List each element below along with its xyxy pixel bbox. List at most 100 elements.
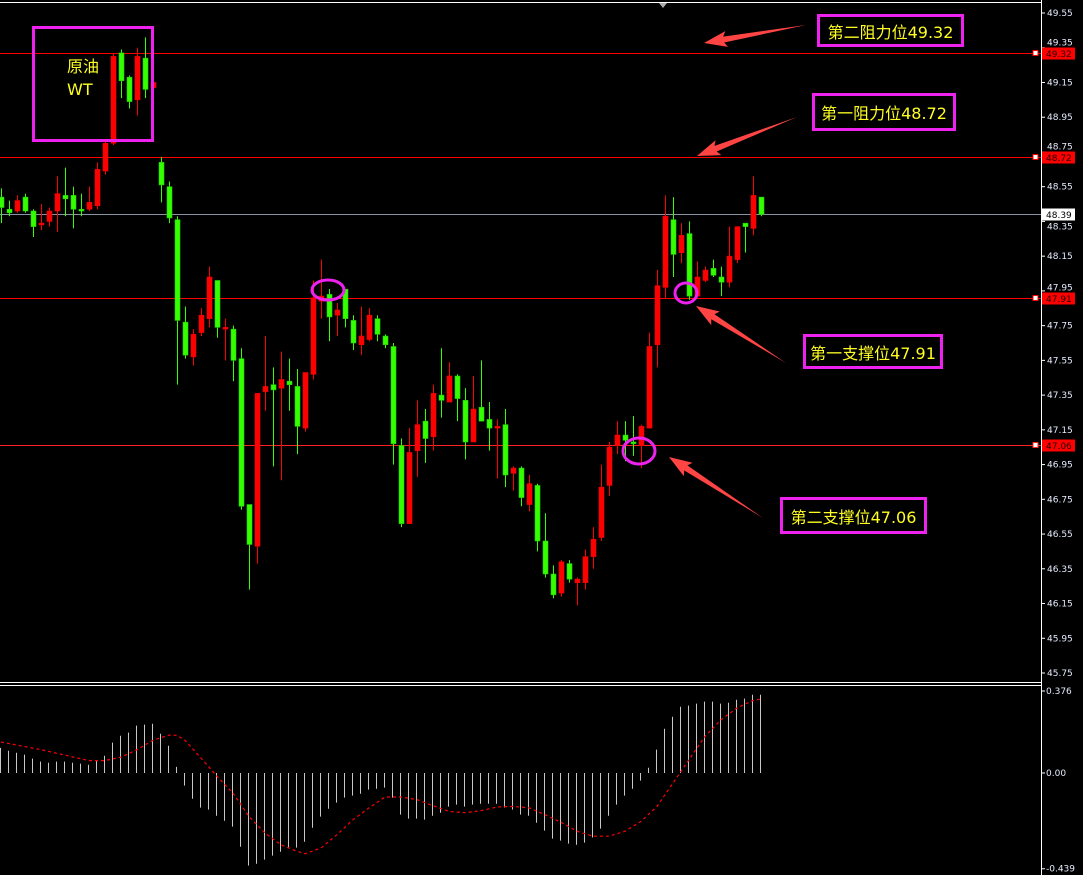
level-handle	[1032, 295, 1039, 301]
candle-body	[662, 215, 669, 288]
candle-up	[678, 223, 685, 264]
candle-up	[102, 141, 109, 175]
candle-body	[534, 485, 541, 542]
candle-body	[342, 288, 349, 319]
candle-down	[166, 181, 173, 224]
candle-up	[638, 424, 645, 469]
candle-body	[678, 235, 685, 253]
annotation-marks	[310, 278, 699, 466]
macd-pane: 0.376 0.00 -0.439	[0, 687, 1075, 875]
candle-body	[742, 222, 749, 227]
candle-up	[206, 266, 213, 328]
support2-touch-circle	[621, 436, 657, 466]
candle-body	[646, 346, 653, 429]
candle-body	[174, 219, 181, 321]
candle-body	[638, 426, 645, 446]
candle-down	[246, 504, 253, 590]
candle-up	[46, 207, 53, 227]
candle-body	[254, 393, 261, 547]
candle-down	[518, 466, 525, 507]
candle-up	[334, 303, 341, 337]
candle-down	[118, 49, 125, 99]
resistance1-arrow-icon	[697, 117, 797, 156]
candle-body	[614, 434, 621, 446]
candle-body	[518, 467, 525, 498]
support2-text: 第二支撑位47.06	[790, 507, 917, 527]
candle-up	[726, 226, 733, 288]
candle-body	[350, 320, 357, 344]
level-tag	[1042, 151, 1075, 164]
candle-body	[62, 195, 69, 200]
candle-down	[630, 415, 637, 456]
candle-body	[582, 556, 589, 583]
candle-up	[254, 393, 261, 564]
candle-up	[14, 195, 21, 213]
candle-body	[758, 196, 765, 215]
candle-up	[38, 204, 45, 231]
candle-down	[454, 374, 461, 422]
candle-down	[390, 343, 397, 465]
support2-arrow-icon	[669, 457, 763, 518]
candle-down	[718, 266, 725, 297]
candle-body	[126, 76, 133, 102]
candle-body	[110, 56, 117, 144]
candle-down	[462, 388, 469, 460]
price-tick-label: 48.15	[1047, 252, 1073, 262]
candle-body	[686, 233, 693, 297]
candle-down	[422, 409, 429, 463]
price-tick-label: 47.35	[1047, 391, 1073, 401]
candle-body	[134, 56, 141, 101]
candle-down	[374, 315, 381, 342]
resistance2-arrow-icon	[704, 25, 806, 47]
macd-signal-line	[0, 698, 762, 855]
candle-up	[310, 280, 317, 380]
candle-body	[102, 142, 109, 172]
level-handle	[1032, 442, 1039, 448]
candle-down	[70, 186, 77, 229]
candle-body	[462, 400, 469, 443]
support1-touch-circle	[673, 281, 699, 305]
candle-down	[238, 348, 245, 510]
candle-body	[510, 467, 517, 474]
candle-body	[262, 386, 269, 392]
price-tick-label: 49.55	[1047, 9, 1073, 19]
candle-up	[526, 475, 533, 512]
candle-down	[126, 75, 133, 109]
candle-down	[382, 334, 389, 349]
candle-up	[414, 400, 421, 477]
candle-body	[670, 219, 677, 255]
candle-body	[38, 222, 45, 226]
current-price-tag	[1042, 208, 1075, 221]
candle-body	[382, 335, 389, 346]
candle-down	[230, 325, 237, 382]
price-tick-label: 49.15	[1047, 78, 1073, 88]
candle-down	[438, 348, 445, 418]
candle-down	[534, 483, 541, 552]
price-axis: 49.55 49.35 49.15 48.95 48.75 48.55 48.35 48.15…	[1041, 9, 1075, 679]
price-tick-label: 48.75	[1047, 143, 1073, 153]
candle-body	[270, 384, 277, 391]
candle-up	[654, 270, 661, 368]
level-handle	[1032, 50, 1039, 56]
candle-up	[646, 332, 653, 429]
candle-down	[214, 280, 221, 338]
candle-body	[158, 162, 165, 186]
shift-marker-icon[interactable]	[659, 3, 667, 8]
candle-up	[430, 384, 437, 451]
candle-up	[598, 464, 605, 541]
level-handle	[1032, 154, 1039, 160]
candle-down	[294, 369, 301, 455]
candle-body	[630, 441, 637, 445]
support2-label: 第二支撑位47.06	[780, 497, 927, 534]
candle-body	[526, 483, 533, 505]
candle-down	[286, 358, 293, 411]
candle-body	[622, 434, 629, 441]
resistance2-label: 第二阻力位49.32	[817, 14, 964, 47]
candle-body	[142, 57, 149, 90]
candle-body	[0, 196, 5, 208]
candle-body	[94, 169, 101, 207]
candle-body	[30, 210, 37, 227]
candle-body	[86, 202, 93, 210]
candle-body	[718, 276, 725, 283]
